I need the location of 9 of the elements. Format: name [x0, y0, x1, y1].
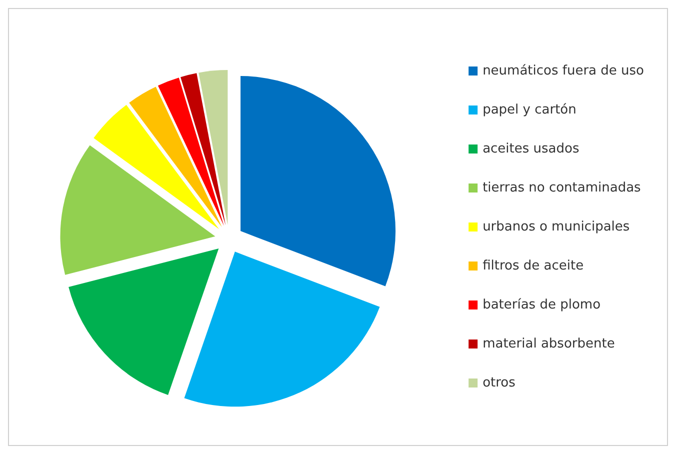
legend-label: neumáticos fuera de uso: [482, 64, 644, 78]
legend-label: aceites usados: [482, 142, 580, 156]
legend-label: material absorbente: [482, 336, 615, 352]
legend-label: urbanos o municipales: [482, 220, 630, 234]
legend-label: baterías de plomo: [482, 298, 601, 312]
legend-label: otros: [482, 376, 516, 390]
legend-label: tierras no contaminadas: [482, 180, 642, 196]
legend-label: papel y cartón: [482, 102, 576, 118]
legend-label: filtros de aceite: [482, 258, 584, 274]
